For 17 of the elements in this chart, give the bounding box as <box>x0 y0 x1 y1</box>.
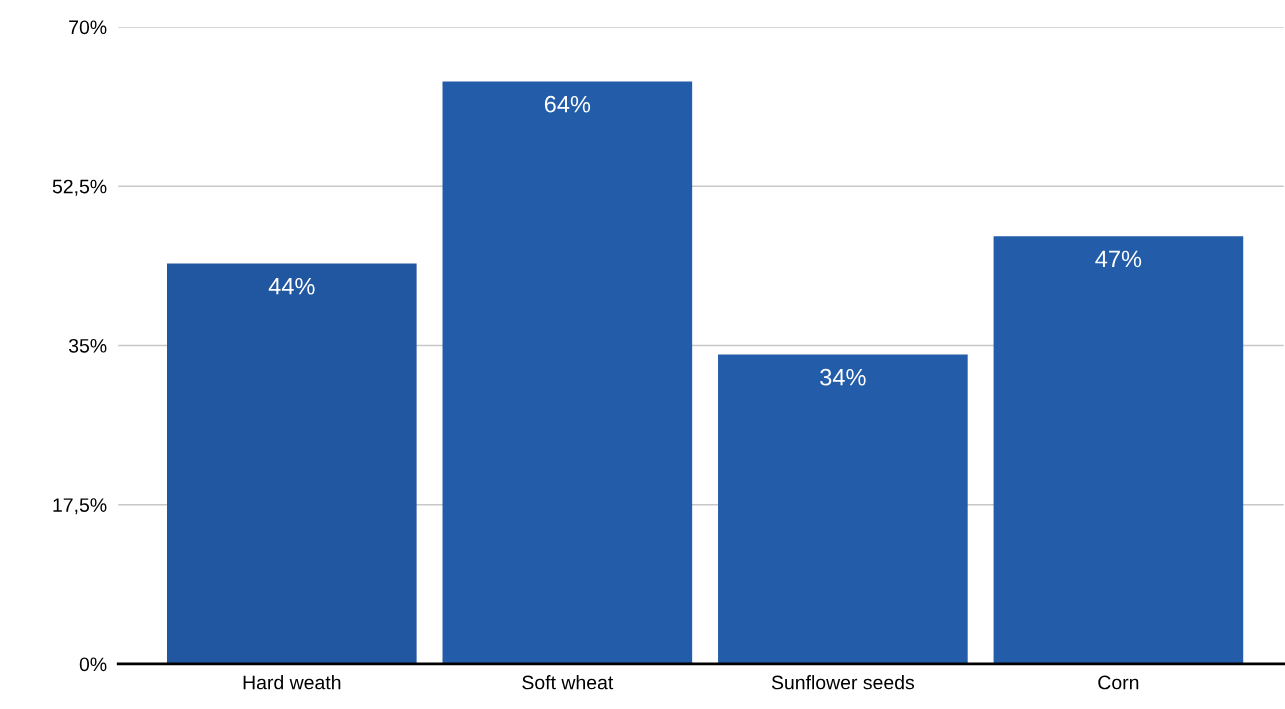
y-tick-label: 17,5% <box>53 498 107 515</box>
y-tick-label: 52,5% <box>52 179 107 196</box>
data-label: 64% <box>544 95 591 113</box>
x-tick-label: Corn <box>1098 675 1139 690</box>
bar <box>442 81 693 664</box>
y-tick-label: 0% <box>79 657 107 672</box>
bar <box>166 263 417 664</box>
x-tick-label: Soft wheat <box>522 675 614 690</box>
y-tick-label: 70% <box>69 20 107 35</box>
x-tick-label: Sunflower seeds <box>771 675 915 690</box>
x-tick-label: Hard weath <box>243 675 341 690</box>
y-tick-label: 35% <box>68 338 107 353</box>
data-label: 44% <box>268 277 315 295</box>
data-label: 34% <box>820 368 866 386</box>
bar <box>718 354 968 664</box>
bar <box>993 236 1244 664</box>
data-label: 47% <box>1095 250 1142 268</box>
